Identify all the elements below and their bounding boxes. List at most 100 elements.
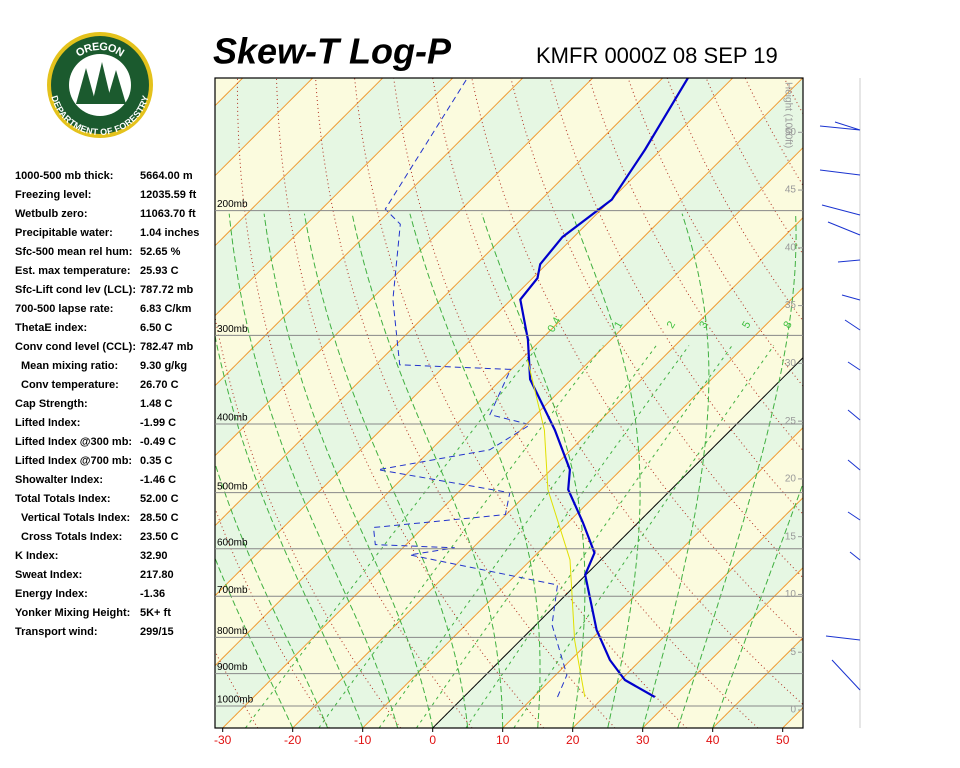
index-value: 5664.00 m: [140, 170, 193, 182]
index-label: Cross Totals Index:: [21, 531, 122, 543]
index-value: 0.35 C: [140, 455, 172, 467]
x-tick-label: -10: [354, 733, 372, 747]
height-label: 40: [785, 242, 797, 253]
pressure-label: 200mb: [217, 199, 248, 210]
index-label: Sfc-500 mean rel hum:: [15, 246, 132, 258]
isotherm: [292, 216, 803, 728]
dry-adiabat: [862, 78, 960, 728]
mixing-ratio-line: [513, 345, 775, 728]
index-value: 5K+ ft: [140, 607, 171, 619]
index-value: 11063.70 ft: [140, 208, 196, 220]
index-label: Est. max temperature:: [15, 265, 131, 277]
mixing-ratio-label: 2: [665, 319, 678, 330]
dry-adiabat: [901, 78, 960, 728]
isotherm: [215, 78, 594, 457]
x-tick-label: 50: [776, 733, 790, 747]
height-label: 25: [785, 416, 797, 427]
isotherm: [222, 146, 803, 728]
logo-tree: [92, 62, 112, 104]
pressure-label: 800mb: [217, 626, 248, 637]
mixing-ratio-label: 5: [740, 319, 753, 330]
moist-adiabat: [712, 482, 803, 728]
index-value: 787.72 mb: [140, 284, 193, 296]
index-label: Energy Index:: [15, 588, 88, 600]
x-tick-label: 10: [496, 733, 510, 747]
index-value: 26.70 C: [140, 379, 179, 391]
height-label: 5: [790, 647, 796, 658]
index-label: Sfc-Lift cond lev (LCL):: [15, 284, 136, 296]
index-label: Conv cond level (CCL):: [15, 341, 136, 353]
index-label: K Index:: [15, 550, 58, 562]
index-label: Lifted Index @300 mb:: [15, 436, 132, 448]
index-value: -1.46 C: [140, 474, 176, 486]
index-value: 12035.59 ft: [140, 189, 197, 201]
index-value: 6.50 C: [140, 322, 172, 334]
logo: OREGON DEPARTMENT OF FORESTRY: [47, 32, 153, 138]
temp-band: [782, 707, 803, 728]
moist-adiabat: [215, 461, 329, 728]
index-value: 217.80: [140, 569, 174, 581]
mixing-ratio-label: 1: [612, 319, 625, 330]
index-label: Yonker Mixing Height:: [15, 607, 130, 619]
index-label: Total Totals Index:: [15, 493, 111, 505]
index-value: -0.49 C: [140, 436, 176, 448]
index-label: Lifted Index:: [15, 417, 80, 429]
isotherm: [362, 286, 803, 728]
index-value: 32.90: [140, 550, 168, 562]
pressure-label: 700mb: [217, 585, 248, 596]
index-value: 23.50 C: [140, 531, 179, 543]
temp-band: [853, 78, 960, 728]
pressure-label: 300mb: [217, 324, 248, 335]
dry-adiabat: [783, 78, 803, 115]
sounding-trace: [372, 78, 568, 698]
index-label: Wetbulb zero:: [15, 208, 88, 220]
index-label: Mean mixing ratio:: [21, 360, 118, 372]
isotherm: [853, 78, 960, 728]
index-label: Transport wind:: [15, 626, 98, 638]
index-value: -1.99 C: [140, 417, 176, 429]
pressure-label: 1000mb: [217, 695, 254, 706]
index-value: 782.47 mb: [140, 341, 193, 353]
dry-adiabat: [823, 78, 960, 728]
index-label: Cap Strength:: [15, 398, 88, 410]
x-tick-label: 20: [566, 733, 580, 747]
logo-top-text: OREGON: [74, 41, 126, 60]
moist-adiabat: [481, 213, 586, 728]
indices-table: 1000-500 mb thick: 5664.00 m Freezing leve…: [15, 170, 199, 638]
index-label: Vertical Totals Index:: [21, 512, 130, 524]
moist-adiabat: [677, 213, 797, 728]
x-tick-label: -30: [214, 733, 232, 747]
logo-tree: [76, 68, 96, 104]
pressure-label: 400mb: [217, 413, 248, 424]
moist-adiabat: [303, 213, 469, 728]
isotherm: [572, 496, 803, 728]
height-label: 0: [790, 705, 796, 716]
index-label: ThetaE index:: [15, 322, 87, 334]
mixing-ratio-line: [245, 345, 539, 728]
isotherm: [502, 426, 803, 728]
mixing-ratio-line: [465, 345, 733, 728]
index-value: 28.50 C: [140, 512, 179, 524]
mixing-ratio-label: 8: [781, 319, 794, 330]
dry-adiabat: [941, 78, 960, 728]
x-tick-label: 40: [706, 733, 720, 747]
height-label: 20: [785, 474, 797, 485]
index-label: Showalter Index:: [15, 474, 103, 486]
isotherm: [215, 78, 664, 527]
pressure-label: 900mb: [217, 662, 248, 673]
height-label: 35: [785, 300, 797, 311]
station: KMFR 0000Z 08 SEP 19: [536, 43, 778, 68]
mixing-ratio-line: [415, 345, 690, 728]
x-tick-label: 30: [636, 733, 650, 747]
index-value: 25.93 C: [140, 265, 179, 277]
isotherm: [215, 78, 524, 387]
isotherm: [215, 78, 734, 597]
isotherm: [782, 706, 803, 728]
traces: [372, 78, 689, 698]
moist-adiabat: [215, 556, 294, 728]
height-axis-label: Height (1000ft): [782, 82, 793, 148]
dry-adiabat: [215, 650, 259, 728]
barb: [819, 121, 861, 691]
index-label: 700-500 lapse rate:: [15, 303, 113, 315]
